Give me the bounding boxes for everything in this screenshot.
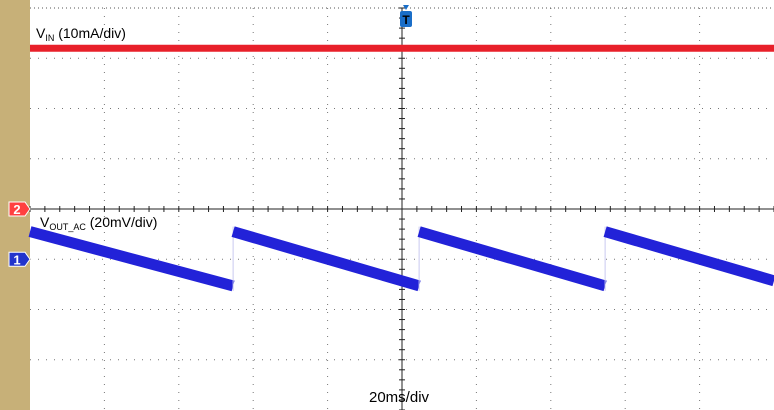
vout-ramp-segment [417,226,607,292]
vout-ramp-segment [28,226,235,292]
graticule [29,7,774,410]
channel-marker-label: 2 [13,202,20,217]
channel-marker-shape [8,201,31,217]
channel-markers: 21 [8,201,31,267]
trigger-marker-label: T [402,13,410,27]
channel-1-marker[interactable]: 1 [8,251,31,267]
trigger-marker[interactable]: T [400,5,412,27]
channel-2-marker[interactable]: 2 [8,201,31,217]
time-scale-label: 20ms/div [369,389,430,406]
vin-label: VIN (10mA/div) [36,25,126,43]
vout-ramp-segment [603,226,774,287]
channel-marker-label: 1 [13,252,20,267]
vout-label: VOUT_AC (20mV/div) [40,214,157,232]
channel-marker-shape [8,251,31,267]
vout-ramp-segment [231,226,421,292]
traces [28,44,774,292]
